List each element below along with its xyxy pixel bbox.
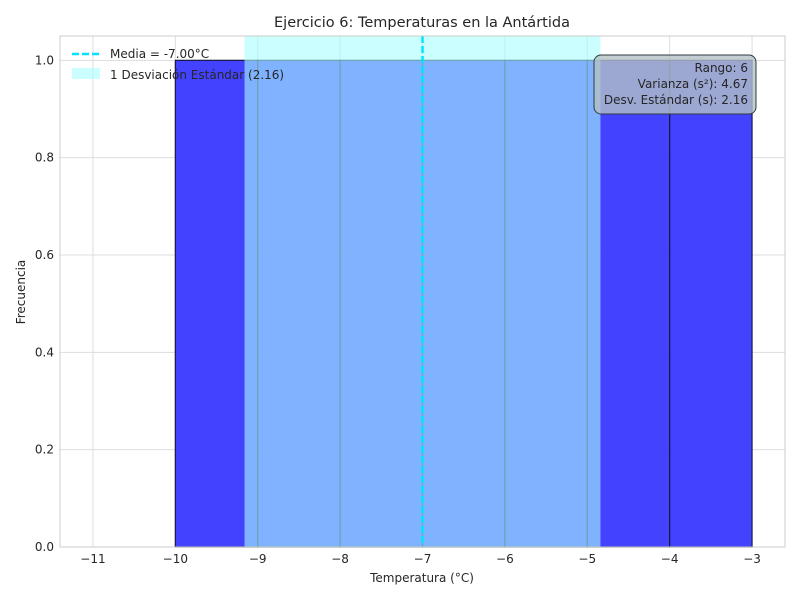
x-tick-label: −9 [249,552,267,566]
histogram-bar [669,59,753,548]
legend-std-label: 1 Desviación Estándar (2.16) [110,68,284,82]
x-tick-label: −5 [578,552,596,566]
y-tick-label: 0.4 [35,345,54,359]
x-tick-label: −11 [80,552,105,566]
chart-title: Ejercicio 6: Temperaturas en la Antártid… [274,15,570,31]
legend-mean-label: Media = -7.00°C [110,47,209,61]
stats-std: Desv. Estándar (s): 2.16 [604,93,748,107]
histogram-bar [586,59,671,548]
legend-std-swatch [72,68,100,79]
x-tick-label: −10 [163,552,188,566]
stats-box-background [593,54,757,115]
histogram-bar [174,59,259,548]
x-tick-label: −7 [414,552,432,566]
x-tick-label: −4 [661,552,679,566]
y-tick-label: 0.8 [35,151,54,165]
tick-labels: −11 −10 −9 −8 −7 −6 −5 −4 −3 0.0 0.2 0.4 0.6 0.8 1.0 [35,53,761,566]
x-tick-label: −8 [331,552,349,566]
x-axis-label: Temperatura (°C) [369,571,474,585]
stats-range: Rango: 6 [695,61,748,75]
y-axis-label: Frecuencia [14,260,28,325]
legend: Media = -7.00°C 1 Desviación Estándar (2… [72,47,284,82]
stats-variance: Varianza (s²): 4.67 [638,77,748,91]
stats-box: Rango: 6 Varianza (s²): 4.67 Desv. Están… [593,54,757,115]
y-tick-label: 0.6 [35,248,54,262]
plot-frame [59,35,786,548]
y-tick-label: 1.0 [35,53,54,67]
x-tick-label: −6 [496,552,514,566]
y-tick-label: 0.2 [35,443,54,457]
x-tick-label: −3 [743,552,761,566]
y-tick-label: 0.0 [35,540,54,554]
